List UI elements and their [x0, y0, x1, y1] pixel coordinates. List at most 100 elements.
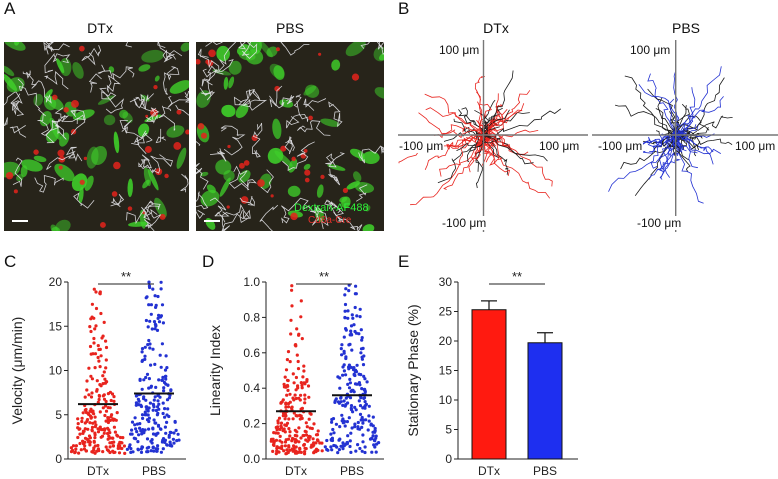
data-point — [77, 451, 81, 455]
b-pbs-label-left: -100 μm — [597, 139, 644, 153]
data-point — [349, 324, 354, 328]
data-point — [318, 441, 322, 445]
data-point — [142, 378, 146, 382]
data-point — [351, 316, 355, 320]
red-cell — [33, 149, 39, 155]
data-point — [81, 442, 86, 446]
data-point — [364, 402, 368, 406]
data-point — [354, 449, 358, 453]
data-point — [315, 438, 320, 442]
x-tick-label: DTx — [478, 464, 500, 478]
data-point — [101, 450, 105, 454]
cell-track — [209, 148, 227, 162]
red-cell — [320, 174, 325, 180]
data-point — [314, 447, 319, 451]
data-point — [301, 375, 305, 379]
data-point — [342, 335, 346, 339]
data-point — [373, 439, 377, 443]
track-plot-dtx — [398, 40, 588, 232]
green-cell — [272, 118, 282, 140]
data-point — [109, 398, 113, 403]
y-axis-label: Stationary Phase (%) — [405, 304, 421, 436]
data-point — [110, 392, 115, 396]
data-point — [83, 395, 87, 399]
data-point — [104, 380, 108, 384]
data-point — [116, 434, 120, 438]
green-cell — [374, 87, 384, 100]
data-point — [315, 433, 320, 437]
cell-track — [43, 42, 70, 55]
data-point — [93, 352, 98, 356]
data-point — [168, 440, 172, 444]
red-cell — [71, 99, 79, 108]
data-point — [349, 450, 353, 454]
data-point — [348, 444, 352, 449]
data-point — [164, 374, 168, 378]
data-point — [350, 348, 354, 352]
cell-track — [333, 203, 363, 231]
data-point — [283, 375, 287, 379]
cell-track — [325, 152, 346, 168]
data-point — [138, 422, 142, 426]
trajectory — [662, 134, 681, 168]
data-point — [173, 419, 177, 424]
data-point — [114, 418, 118, 422]
data-point — [83, 427, 87, 431]
green-cell — [362, 151, 380, 164]
data-point — [294, 445, 298, 449]
data-point — [111, 436, 115, 440]
data-point — [375, 442, 379, 446]
data-point — [286, 437, 291, 441]
data-point — [360, 338, 364, 342]
y-tick-label: 5 — [445, 423, 452, 437]
data-point — [344, 356, 348, 361]
data-point — [115, 411, 119, 415]
data-point — [102, 431, 106, 435]
micrograph-pbs-image — [196, 42, 384, 231]
data-point — [295, 327, 299, 331]
data-point — [353, 422, 357, 426]
data-point — [156, 423, 161, 427]
panel-b-title-pbs: PBS — [671, 20, 700, 36]
cell-track — [131, 132, 153, 146]
data-point — [101, 374, 105, 378]
data-point — [90, 428, 94, 432]
green-cell — [354, 182, 375, 194]
data-point — [370, 436, 374, 441]
red-cell — [58, 165, 63, 170]
red-cell — [243, 160, 250, 166]
cell-track — [329, 200, 337, 217]
data-point — [363, 387, 367, 391]
cell-track — [22, 70, 52, 104]
data-point — [125, 447, 129, 451]
cell-track — [233, 88, 261, 107]
data-point — [142, 397, 146, 401]
trajectory — [670, 132, 680, 136]
data-point — [288, 430, 292, 434]
data-point — [164, 431, 168, 435]
data-point — [136, 447, 140, 451]
data-point — [104, 409, 109, 413]
data-point — [135, 430, 139, 434]
y-tick-label: 0.2 — [243, 417, 260, 431]
data-point — [89, 352, 93, 356]
green-cell — [365, 205, 371, 212]
cell-track — [286, 101, 309, 129]
data-point — [299, 381, 303, 385]
data-point — [298, 417, 302, 421]
data-point — [98, 290, 102, 294]
data-point — [343, 293, 347, 297]
data-point — [286, 388, 290, 392]
data-point — [161, 375, 165, 379]
data-point — [343, 309, 347, 313]
data-point — [275, 449, 279, 453]
cell-track — [12, 157, 23, 187]
data-point — [284, 405, 288, 409]
cell-track — [163, 66, 180, 95]
data-point — [357, 399, 361, 403]
data-point — [165, 366, 169, 370]
red-cell — [304, 169, 311, 176]
data-point — [347, 343, 351, 347]
data-point — [338, 376, 342, 380]
data-point — [340, 419, 344, 423]
